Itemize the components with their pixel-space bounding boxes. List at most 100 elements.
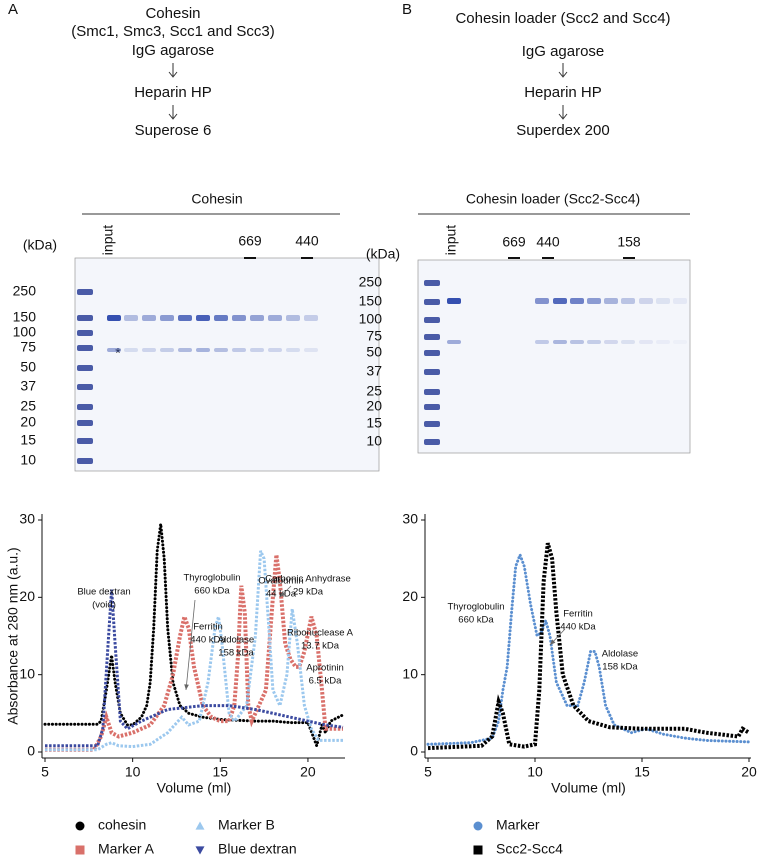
protein-band <box>587 298 601 304</box>
annotation: 158 kDa <box>218 648 254 659</box>
annotation: Ribonuclease A <box>287 628 354 639</box>
legend-label: cohesin <box>98 817 146 833</box>
ladder-band <box>424 280 440 286</box>
x-tick-label: 20 <box>300 764 316 780</box>
x-axis-label: Volume (ml) <box>157 780 232 796</box>
protein-band <box>142 315 156 321</box>
ladder-label: 20 <box>20 414 36 430</box>
protein-band <box>142 348 156 352</box>
size-marker: 440 <box>536 234 560 250</box>
protein-band <box>268 348 282 352</box>
legend-label: Marker B <box>218 817 275 833</box>
asterisk: * <box>115 345 121 361</box>
ladder-label: 10 <box>366 433 382 449</box>
legend-marker <box>473 821 483 831</box>
series-line <box>45 589 344 748</box>
x-tick-label: 20 <box>741 764 757 780</box>
ladder-band <box>77 289 93 295</box>
ladder-label: 75 <box>20 339 36 355</box>
y-tick-label: 20 <box>19 588 35 604</box>
ladder-label: 20 <box>366 398 382 414</box>
arrow-head <box>184 684 189 690</box>
flow-title: Cohesin <box>145 5 200 22</box>
protein-band <box>604 340 618 344</box>
annotation: Thyroglobulin <box>183 573 240 584</box>
protein-band <box>447 298 461 304</box>
arrow-head <box>280 591 286 597</box>
legend-marker <box>75 821 85 831</box>
y-tick-label: 30 <box>19 511 35 527</box>
y-tick-label: 30 <box>402 511 418 527</box>
panel-label: A <box>8 1 18 18</box>
ladder-label: 150 <box>13 309 37 325</box>
y-tick-label: 20 <box>402 588 418 604</box>
gel-title: Cohesin loader (Scc2-Scc4) <box>466 191 640 207</box>
protein-band <box>673 340 687 344</box>
protein-band <box>250 348 264 352</box>
ladder-label: 15 <box>366 415 382 431</box>
y-tick-label: 0 <box>410 743 418 759</box>
annotation: Blue dextran <box>77 587 130 598</box>
ladder-band <box>77 315 93 321</box>
protein-band <box>124 348 138 352</box>
flow-title: Cohesin loader (Scc2 and Scc4) <box>455 10 670 27</box>
protein-band <box>304 315 318 321</box>
x-axis-label: Volume (ml) <box>551 780 626 796</box>
flow-step: Superose 6 <box>135 122 212 139</box>
annotation: 660 kDa <box>194 586 230 597</box>
ladder-band <box>77 365 93 371</box>
annotation: 158 kDa <box>602 662 638 673</box>
protein-band <box>178 315 192 321</box>
ladder-label: 250 <box>13 283 37 299</box>
x-tick-label: 15 <box>634 764 650 780</box>
protein-band <box>304 348 318 352</box>
protein-band <box>196 348 210 352</box>
ladder-label: 75 <box>366 328 382 344</box>
annotation-arrow <box>185 599 196 691</box>
ladder-band <box>424 404 440 410</box>
arrow-head <box>550 639 556 645</box>
series-line <box>45 550 343 752</box>
ladder-band <box>424 421 440 427</box>
ladder-band <box>424 389 440 395</box>
protein-band <box>214 348 228 352</box>
protein-band <box>250 315 264 321</box>
flow-step: IgG agarose <box>522 43 605 60</box>
annotation: 440 kDa <box>560 622 596 633</box>
protein-band <box>214 315 228 321</box>
series-line <box>426 550 751 746</box>
protein-band <box>160 315 174 321</box>
size-marker: 158 <box>617 234 641 250</box>
size-marker: 440 <box>295 233 319 249</box>
protein-band <box>553 298 567 304</box>
protein-band <box>124 315 138 321</box>
x-tick-label: 5 <box>41 764 49 780</box>
gel-unit: (kDa) <box>23 237 57 253</box>
x-tick-label: 10 <box>527 764 543 780</box>
protein-band <box>196 315 210 321</box>
flow-step: Superdex 200 <box>516 122 609 139</box>
ladder-band <box>424 350 440 356</box>
ladder-label: 37 <box>366 363 382 379</box>
annotation: Ferritin <box>193 622 223 633</box>
annotation: Thyroglobulin <box>447 602 504 613</box>
protein-band <box>107 348 121 352</box>
protein-band <box>553 340 567 344</box>
annotation: 660 kDa <box>458 615 494 626</box>
y-tick-label: 10 <box>19 665 35 681</box>
protein-band <box>656 340 670 344</box>
ladder-label: 50 <box>20 359 36 375</box>
legend-marker <box>195 846 205 855</box>
protein-band <box>639 298 653 304</box>
protein-band <box>107 315 121 321</box>
protein-band <box>639 340 653 344</box>
protein-band <box>604 298 618 304</box>
series-line <box>45 554 343 752</box>
protein-band <box>570 340 584 344</box>
gel-image <box>417 259 691 454</box>
ladder-band <box>424 334 440 340</box>
y-tick-label: 10 <box>402 665 418 681</box>
lane-label: input <box>100 225 116 255</box>
gel-image <box>74 257 380 472</box>
